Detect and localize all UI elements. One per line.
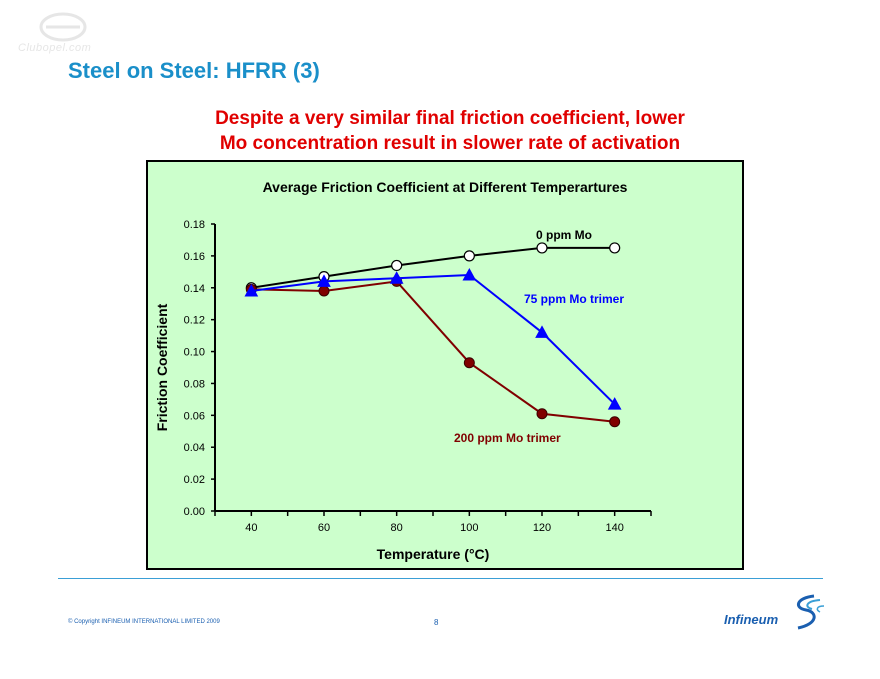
data-point-0-ppm-mo [463,250,475,262]
logo-text: Infineum [724,612,779,627]
x-tick-label: 100 [460,522,478,534]
slide-title: Steel on Steel: HFRR (3) [68,58,320,83]
logo-swirl-icon [797,594,825,630]
y-tick-label: 0.06 [184,410,205,422]
x-tick-label: 140 [605,522,623,534]
series-label-200-ppm-mo-trimer: 200 ppm Mo trimer [454,431,561,445]
data-point-200-ppm-mo-trimer [609,416,621,428]
data-point-200-ppm-mo-trimer [318,285,330,297]
x-tick-label: 60 [318,522,330,534]
series-label-75-ppm-mo-trimer: 75 ppm Mo trimer [524,292,624,306]
x-tick-label: 80 [391,522,403,534]
friction-chart: Average Friction Coefficient at Differen… [154,179,652,562]
footer-divider [58,578,823,579]
watermark-emblem-icon [39,12,87,42]
x-axis-label: Temperature (°C) [377,546,490,562]
y-tick-label: 0.12 [184,315,205,327]
data-point-0-ppm-mo [391,259,403,272]
y-tick-label: 0.10 [184,347,205,359]
data-point-75-ppm-mo-trimer [535,325,549,338]
series-label-0-ppm-mo: 0 ppm Mo [536,228,592,242]
y-tick-label: 0.14 [184,283,205,295]
copyright-notice: © Copyright INFINEUM INTERNATIONAL LIMIT… [68,619,220,625]
series-line-75-ppm-mo-trimer [251,274,616,405]
chart-panel: Average Friction Coefficient at Differen… [146,160,744,570]
y-tick-label: 0.18 [184,219,205,231]
subtitle-line-1: Despite a very similar final friction co… [215,108,685,129]
y-tick-label: 0.04 [184,442,205,454]
data-point-75-ppm-mo-trimer [389,271,404,284]
data-point-75-ppm-mo-trimer [244,283,259,297]
chart-title: Average Friction Coefficient at Differen… [263,179,628,195]
y-tick-label: 0.02 [184,474,205,486]
y-axis-label: Friction Coefficient [154,303,170,431]
watermark-text: Clubopel.com [18,42,92,54]
watermark-logo: Clubopel.com [18,12,118,57]
data-point-0-ppm-mo [536,242,548,254]
y-tick-label: 0.16 [184,251,205,263]
data-point-200-ppm-mo-trimer [463,357,475,369]
data-point-75-ppm-mo-trimer [317,274,331,287]
data-point-0-ppm-mo [609,242,621,254]
x-tick-label: 40 [245,522,257,534]
slide-subtitle: Despite a very similar final friction co… [150,106,750,156]
y-tick-label: 0.00 [184,506,205,518]
data-point-75-ppm-mo-trimer [607,397,622,410]
page-number: 8 [434,618,439,627]
series-line-200-ppm-mo-trimer [251,280,615,423]
infineum-logo: Infineum [722,592,832,632]
subtitle-line-2: Mo concentration result in slower rate o… [219,133,681,154]
data-point-200-ppm-mo-trimer [536,408,548,420]
x-tick-label: 120 [533,522,551,534]
y-tick-label: 0.08 [184,378,205,390]
series-line-0-ppm-mo [251,246,615,289]
data-point-75-ppm-mo-trimer [462,267,477,281]
